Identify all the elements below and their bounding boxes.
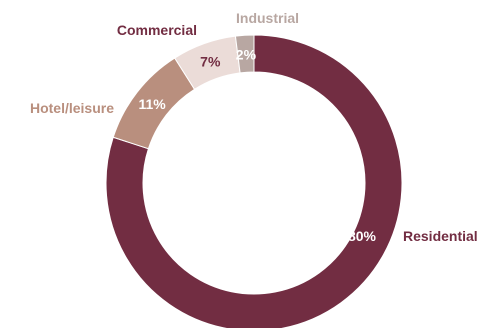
donut-category-labels: Residential Hotel/leisure Commercial Indust… bbox=[30, 10, 478, 244]
slice-residential bbox=[105, 34, 403, 328]
slice-industrial bbox=[234, 34, 255, 74]
percent-label-commercial: 7% bbox=[200, 54, 221, 70]
percent-label-residential: 80% bbox=[348, 228, 377, 244]
category-label-hotel-leisure: Hotel/leisure bbox=[30, 100, 114, 116]
donut-slices bbox=[105, 34, 403, 328]
donut-percent-labels: 80% 11% 7% 2% bbox=[138, 46, 376, 244]
percent-label-industrial: 2% bbox=[236, 46, 257, 62]
category-label-commercial: Commercial bbox=[117, 22, 197, 38]
percent-label-hotel-leisure: 11% bbox=[138, 96, 166, 112]
category-label-industrial: Industrial bbox=[236, 10, 299, 26]
category-label-residential: Residential bbox=[403, 228, 478, 244]
